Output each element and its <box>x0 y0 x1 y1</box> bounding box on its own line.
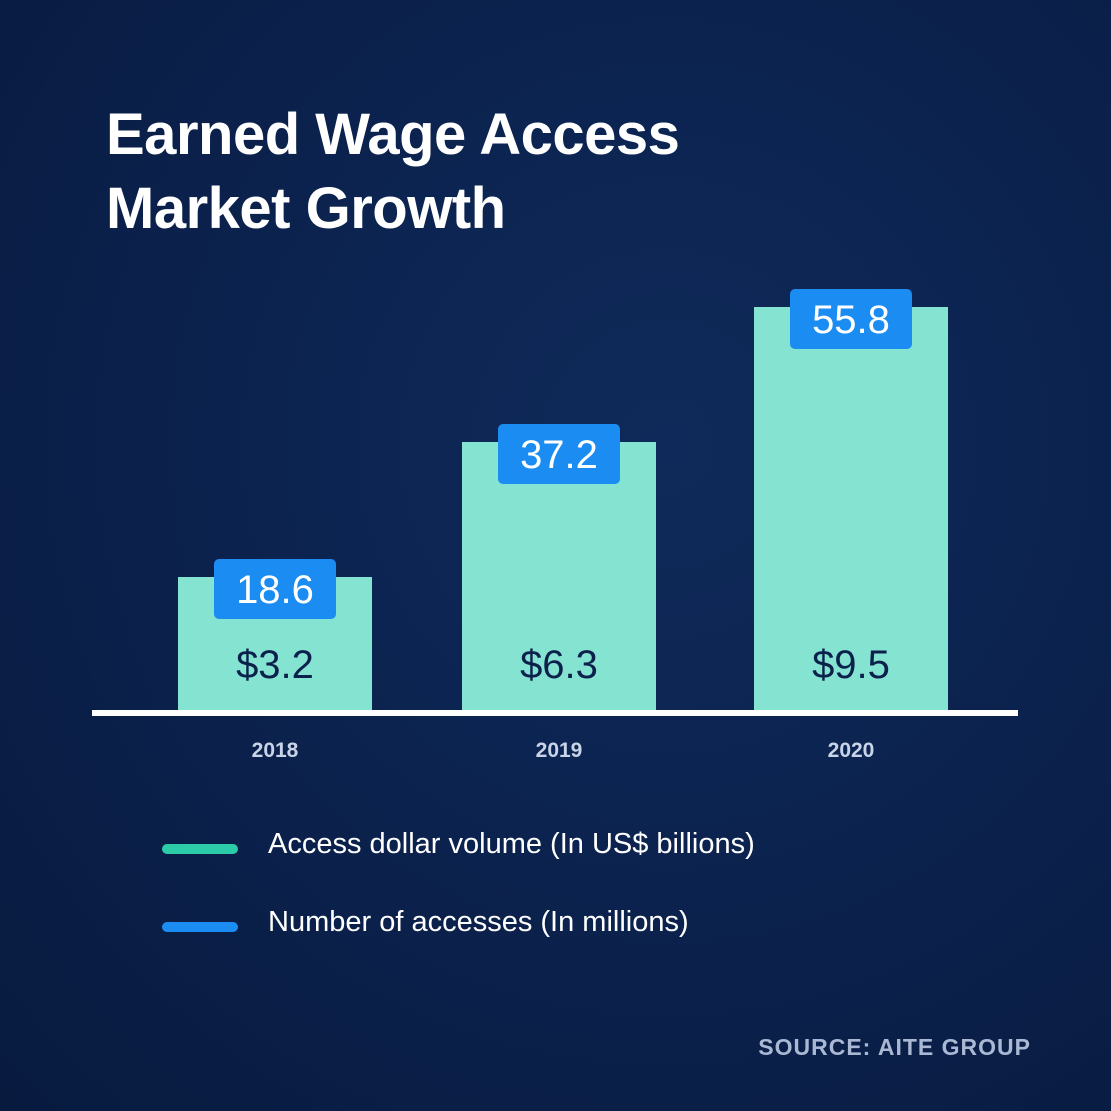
x-axis-line <box>92 710 1018 716</box>
x-tick-2019: 2019 <box>536 739 583 762</box>
accesses-badge-2019 <box>498 424 620 484</box>
accesses-label-2018: 18.6 <box>236 568 314 612</box>
title-line-2: Market Growth <box>106 176 506 241</box>
bar-2020 <box>754 307 948 712</box>
accesses-label-2019: 37.2 <box>520 433 598 477</box>
legend-label-volume: Access dollar volume (In US$ billions) <box>268 828 755 860</box>
chart-title: Earned Wage Access Market Growth <box>106 98 680 246</box>
x-tick-2018: 2018 <box>252 739 299 762</box>
bar-value-label-2018: $3.2 <box>236 643 314 687</box>
source-note: SOURCE: AITE GROUP <box>758 1034 1031 1060</box>
legend-label-accesses: Number of accesses (In millions) <box>268 906 689 938</box>
bar-value-label-2019: $6.3 <box>520 643 598 687</box>
bar-2019 <box>462 442 656 712</box>
legend-swatch-volume <box>162 844 238 854</box>
accesses-badge-2018 <box>214 559 336 619</box>
bar-chart: $3.2 18.6 2018 $6.3 37.2 2019 $9.5 55.8 2020 <box>92 289 1018 762</box>
x-tick-2020: 2020 <box>828 739 875 762</box>
bar-value-label-2020: $9.5 <box>812 643 890 687</box>
title-line-1: Earned Wage Access <box>106 102 680 167</box>
accesses-badge-2020 <box>790 289 912 349</box>
accesses-label-2020: 55.8 <box>812 298 890 342</box>
legend-swatch-accesses <box>162 922 238 932</box>
